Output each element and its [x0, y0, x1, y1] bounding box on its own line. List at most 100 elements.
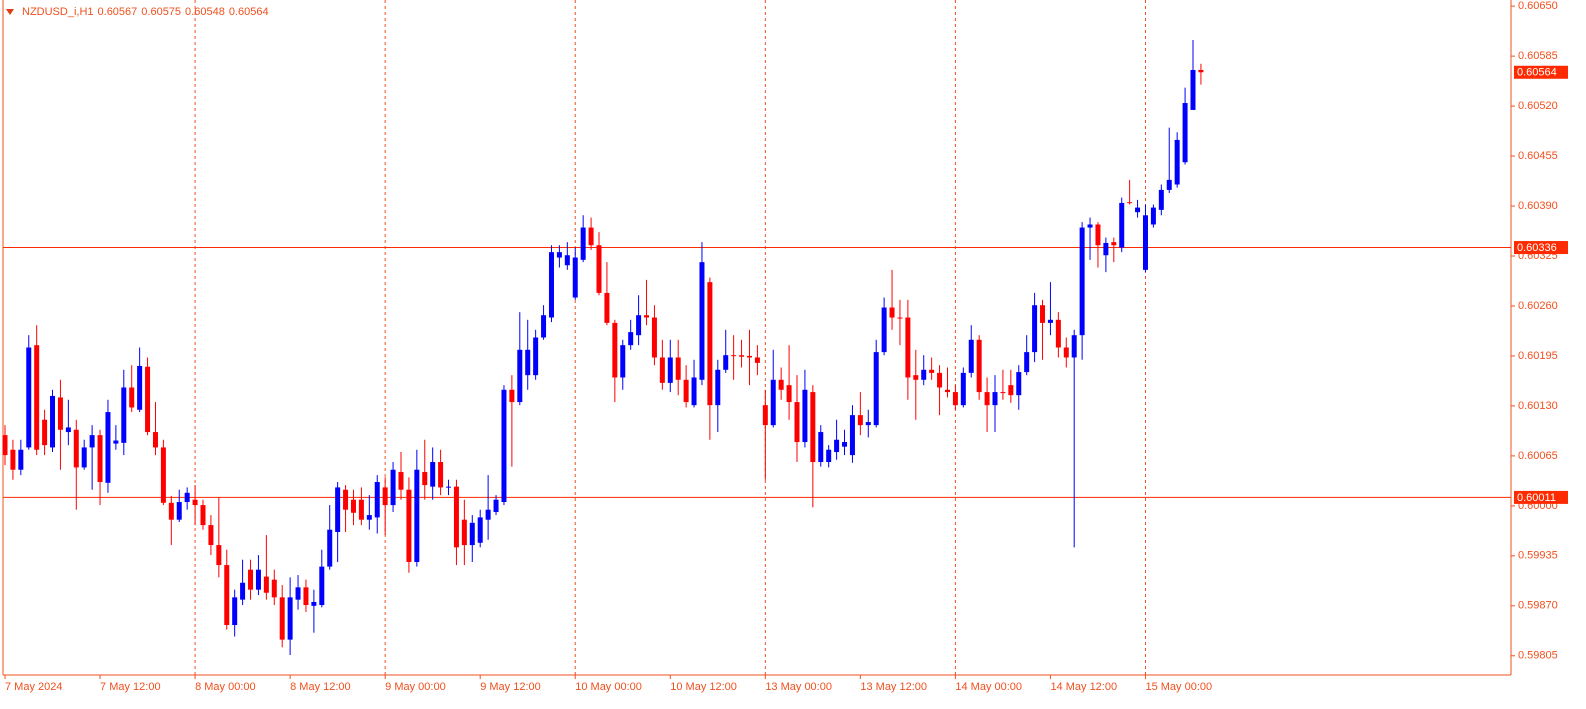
- candle-body: [1190, 69, 1196, 110]
- candle-body: [659, 357, 665, 383]
- candle-body: [675, 357, 681, 380]
- candle-body: [723, 355, 729, 370]
- candle-body: [865, 422, 871, 426]
- header-close: 0.60564: [228, 6, 269, 18]
- candle-body: [311, 601, 317, 606]
- candle-body: [1040, 305, 1046, 323]
- candle-body: [849, 415, 855, 456]
- candle-body: [248, 569, 254, 590]
- price-tag-label: 0.60011: [1517, 492, 1556, 504]
- candle-body: [1127, 202, 1133, 204]
- candle-body: [216, 545, 222, 566]
- candle-body: [160, 447, 166, 503]
- candle-body: [255, 569, 261, 590]
- candle-body: [944, 389, 950, 393]
- candle-body: [121, 387, 127, 443]
- candle-body: [81, 447, 87, 468]
- candle-body: [842, 442, 848, 447]
- candle-body: [834, 439, 840, 453]
- candle-body: [857, 415, 863, 426]
- candle-body: [739, 355, 745, 357]
- x-tick-label: 14 May 12:00: [1050, 681, 1117, 693]
- candle-body: [129, 387, 135, 408]
- candle-body: [438, 462, 444, 488]
- header-open: 0.60567: [97, 6, 138, 18]
- price-tag: [1514, 241, 1568, 255]
- candle-body: [746, 355, 752, 358]
- candle-body: [97, 435, 103, 483]
- candle-body: [897, 317, 903, 319]
- candle-body: [113, 440, 119, 444]
- candle-body: [628, 332, 634, 346]
- candle-body: [1063, 347, 1069, 358]
- candle-body: [358, 499, 364, 520]
- candle-body: [533, 337, 539, 376]
- candle-body: [335, 487, 341, 533]
- chart-header: NZDUSD_i,H1 0.60567 0.60575 0.60548 0.60…: [6, 6, 269, 18]
- candle-body: [572, 257, 578, 298]
- candle-body: [1166, 179, 1172, 190]
- candle-body: [541, 315, 547, 338]
- candle-body: [754, 357, 760, 363]
- y-tick-label: 0.60455: [1518, 150, 1558, 162]
- candle-body: [453, 486, 459, 548]
- candle-body: [73, 429, 79, 468]
- candle-body: [548, 252, 554, 318]
- x-tick-label: 10 May 12:00: [670, 681, 737, 693]
- candle-body: [176, 502, 182, 520]
- candle-body: [263, 576, 269, 593]
- candle-body: [271, 579, 277, 598]
- candle-body: [1008, 385, 1014, 396]
- candle-body: [1111, 242, 1117, 246]
- candle-body: [1150, 207, 1156, 225]
- candle-body: [929, 369, 935, 373]
- header-icon: [6, 9, 14, 15]
- candle-body: [34, 345, 40, 450]
- candle-body: [1142, 215, 1148, 270]
- x-tick-label: 13 May 12:00: [860, 681, 927, 693]
- candle-body: [509, 389, 515, 403]
- candle-body: [105, 412, 111, 483]
- candle-body: [1174, 139, 1180, 185]
- candle-body: [1119, 202, 1125, 248]
- candle-body: [42, 419, 48, 446]
- candle-body: [137, 365, 143, 410]
- candle-body: [430, 462, 436, 487]
- candle-body: [802, 389, 808, 443]
- candle-body: [168, 502, 174, 520]
- candle-body: [1047, 319, 1053, 323]
- candle-body: [208, 525, 214, 546]
- candle-body: [398, 472, 404, 490]
- x-tick-label: 15 May 00:00: [1145, 681, 1212, 693]
- candle-body: [691, 377, 697, 406]
- candle-body: [762, 405, 768, 426]
- candle-body: [240, 582, 246, 600]
- candle-body: [525, 349, 531, 376]
- x-tick-label: 8 May 12:00: [290, 681, 351, 693]
- symbol-title: NZDUSD_i,H1: [22, 6, 94, 18]
- candle-body: [992, 392, 998, 406]
- candle-body: [1032, 305, 1038, 353]
- candle-body: [937, 372, 943, 388]
- price-tag-label: 0.60564: [1517, 67, 1557, 79]
- candle-body: [303, 587, 309, 606]
- candle-body: [873, 352, 879, 426]
- candle-body: [232, 597, 238, 626]
- candle-body: [1198, 69, 1204, 73]
- candle-body: [319, 566, 325, 606]
- candle-body: [26, 347, 32, 448]
- candle-body: [968, 339, 974, 373]
- candle-body: [620, 345, 626, 378]
- candle-body: [1079, 227, 1085, 336]
- candle-body: [913, 375, 919, 380]
- candle-body: [50, 395, 56, 448]
- candle-body: [1095, 224, 1101, 246]
- candle-body: [327, 529, 333, 567]
- candle-body: [382, 487, 388, 506]
- candle-body: [1024, 352, 1030, 373]
- candle-body: [1135, 207, 1141, 213]
- candle-body: [1000, 392, 1006, 394]
- candle-body: [224, 565, 230, 626]
- x-tick-label: 13 May 00:00: [765, 681, 832, 693]
